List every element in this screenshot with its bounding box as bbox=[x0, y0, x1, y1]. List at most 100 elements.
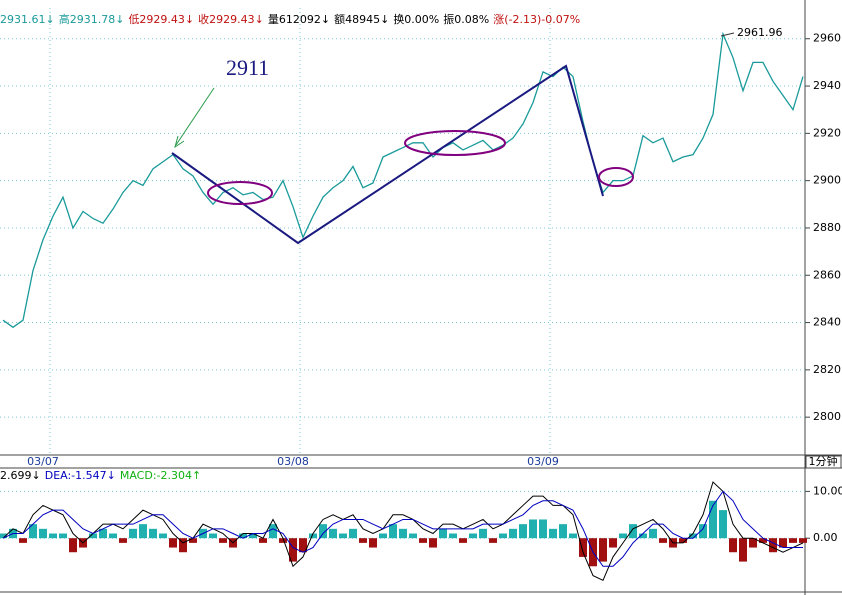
macd-bar bbox=[19, 538, 27, 543]
macd-bar bbox=[359, 538, 367, 543]
macd-bar bbox=[539, 519, 547, 539]
macd-bar bbox=[0, 533, 7, 539]
y-tick-label: 2880.0 bbox=[813, 221, 842, 234]
x-tick-label: 03/08 bbox=[277, 455, 309, 468]
macd-bar bbox=[249, 533, 257, 539]
macd-bar bbox=[309, 533, 317, 539]
y-tick-label: 2960.0 bbox=[813, 32, 842, 45]
macd-bar bbox=[779, 538, 787, 548]
macd-bar bbox=[799, 538, 807, 543]
macd-bar bbox=[49, 533, 57, 539]
macd-bar bbox=[99, 528, 107, 539]
macd-bar bbox=[489, 538, 497, 543]
macd-bar bbox=[39, 528, 47, 539]
macd-line bbox=[2, 481, 804, 581]
ellipse bbox=[207, 181, 273, 205]
x-tick-label: 03/09 bbox=[527, 455, 559, 468]
info-line: 2931.61↓ 高2931.78↓ 低2929.43↓ 收2929.43↓ 量6120… bbox=[0, 12, 580, 26]
info-item: 2931.61↓ bbox=[0, 13, 55, 26]
macd-bar bbox=[679, 538, 687, 543]
macd-bar bbox=[289, 538, 297, 562]
macd-bar bbox=[439, 528, 447, 539]
arrow-head bbox=[174, 135, 185, 149]
info-item: 量612092↓ bbox=[268, 13, 330, 26]
macd-bar bbox=[749, 538, 757, 548]
macd-bar bbox=[209, 533, 217, 539]
macd-bar bbox=[519, 524, 527, 539]
period-label: 1分钟 bbox=[809, 454, 838, 468]
info-item: 涨(-2.13)-0.07% bbox=[493, 13, 580, 26]
macd-bar bbox=[469, 533, 477, 539]
macd-bar bbox=[449, 533, 457, 539]
info-item: 振0.08% bbox=[443, 12, 489, 26]
macd-bar bbox=[89, 533, 97, 539]
y-tick-label: 2920.0 bbox=[813, 126, 842, 139]
macd-bar bbox=[549, 528, 557, 539]
macd-bar bbox=[769, 538, 777, 553]
annotation: 2911 bbox=[226, 55, 269, 80]
macd-bar bbox=[619, 533, 627, 539]
macd-bar bbox=[329, 528, 337, 539]
macd-bar bbox=[739, 538, 747, 562]
macd-bar bbox=[149, 528, 157, 539]
macd-bar bbox=[119, 538, 127, 543]
macd-bar bbox=[299, 538, 307, 553]
macd-bar bbox=[719, 510, 727, 539]
arrow bbox=[175, 87, 215, 146]
info-item: DEA:-1.547↓ bbox=[45, 469, 116, 482]
macd-bar bbox=[459, 538, 467, 543]
y-tick-label: 2860.0 bbox=[813, 268, 842, 281]
macd-bar bbox=[349, 528, 357, 539]
macd-bar bbox=[409, 533, 417, 539]
macd-bar bbox=[559, 524, 567, 539]
macd-bar bbox=[169, 538, 177, 548]
macd-bar bbox=[59, 533, 67, 539]
info-item: 换0.00% bbox=[393, 12, 439, 26]
macd-bar bbox=[569, 533, 577, 539]
macd-bar bbox=[709, 500, 717, 539]
y-tick-label: 2800.0 bbox=[813, 410, 842, 423]
user-drawings bbox=[171, 32, 735, 245]
macd-bar bbox=[479, 528, 487, 539]
macd-bar bbox=[369, 538, 377, 548]
macd-bar bbox=[179, 538, 187, 553]
y-tick-label: 2940.0 bbox=[813, 79, 842, 92]
macd-bar bbox=[399, 528, 407, 539]
info-item: 收2929.43↓ bbox=[198, 12, 264, 26]
macd-bar bbox=[239, 533, 247, 539]
macd-bar bbox=[159, 533, 167, 539]
x-tick-label: 03/07 bbox=[27, 455, 59, 468]
macd-bar bbox=[189, 538, 197, 543]
info-item: 额48945↓ bbox=[334, 13, 389, 26]
macd-bar bbox=[139, 524, 147, 539]
macd-bar bbox=[629, 524, 637, 539]
leader-line bbox=[720, 32, 735, 37]
macd-bar bbox=[269, 524, 277, 539]
ellipse bbox=[404, 130, 506, 156]
macd-bar bbox=[649, 528, 657, 539]
info-item: 低2929.43↓ bbox=[128, 13, 194, 26]
macd-line bbox=[2, 490, 803, 567]
macd-bar bbox=[109, 533, 117, 539]
macd-bar bbox=[509, 528, 517, 539]
ellipse bbox=[598, 167, 634, 187]
period-box bbox=[805, 455, 842, 469]
macd-bar bbox=[429, 538, 437, 548]
macd-bar bbox=[69, 538, 77, 553]
macd-bar bbox=[729, 538, 737, 553]
macd-bar bbox=[639, 533, 647, 539]
info-item: 2.699↓ bbox=[0, 469, 41, 482]
price-line bbox=[2, 31, 804, 329]
macd-bar bbox=[599, 538, 607, 562]
macd-bar bbox=[609, 538, 617, 548]
y-tick-label: 2840.0 bbox=[813, 316, 842, 329]
macd-bar bbox=[129, 528, 137, 539]
macd-bar bbox=[339, 533, 347, 539]
macd-bar bbox=[659, 538, 667, 543]
macd-bar bbox=[319, 524, 327, 539]
y-tick-label: 2900.0 bbox=[813, 174, 842, 187]
macd-bar bbox=[389, 524, 397, 539]
macd-bar bbox=[279, 538, 287, 543]
